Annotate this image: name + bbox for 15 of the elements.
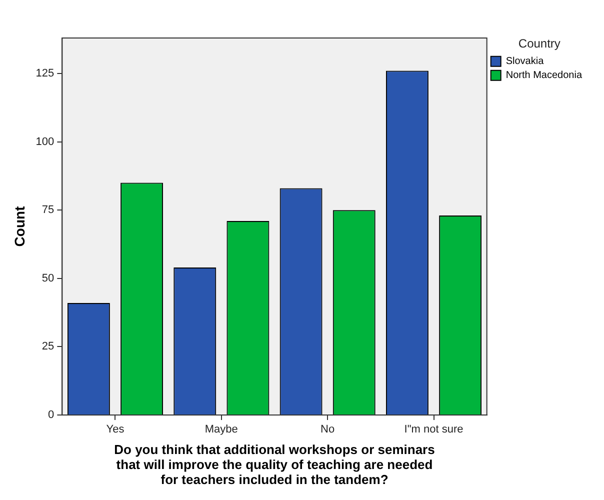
y-tick-label: 0 — [48, 408, 54, 421]
legend-label: North Macedonia — [506, 70, 582, 82]
y-tick-label: 75 — [42, 204, 54, 216]
x-axis-title: Do you think that additional workshops or seminars that will improve the quality of teaching are needed for teachers included in the tandem? — [114, 442, 435, 488]
y-tick-label: 125 — [36, 68, 54, 80]
x-tick-label: I"m not sure — [404, 424, 464, 436]
x-tick-label: Yes — [106, 424, 125, 436]
y-tick-label: 100 — [36, 136, 54, 148]
y-tick-label: 25 — [42, 340, 54, 353]
x-tick-label: No — [320, 424, 335, 436]
y-tick-label: 50 — [42, 272, 54, 284]
legend-title: Country — [518, 36, 560, 50]
x-tick-label: Maybe — [204, 424, 238, 436]
legend-label: Slovakia — [506, 56, 544, 68]
y-axis-title: Count — [11, 206, 28, 247]
